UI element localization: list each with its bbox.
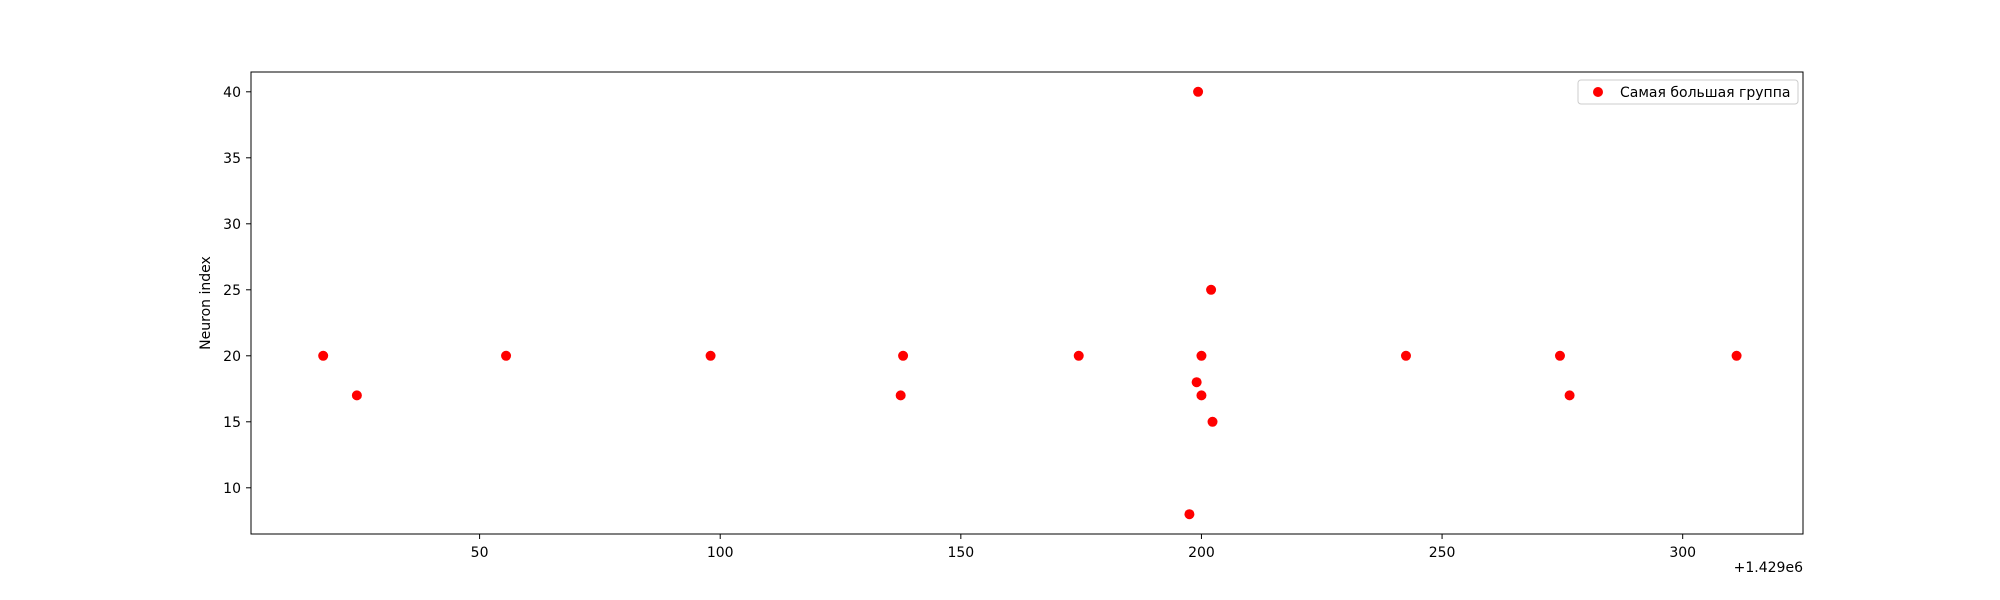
y-tick-label: 15 <box>223 415 241 431</box>
x-tick-label: 250 <box>1429 545 1456 561</box>
data-point <box>1564 390 1575 401</box>
x-tick-label: 150 <box>947 545 974 561</box>
data-point <box>1206 284 1217 295</box>
legend: Самая большая группа <box>1577 79 1799 105</box>
x-axis-ticks: 50 100 150 200 250 300 <box>471 534 1696 561</box>
y-axis-label: Neuron index <box>198 256 214 350</box>
data-point <box>1193 86 1204 97</box>
data-point <box>705 350 716 361</box>
x-tick-label: 200 <box>1188 545 1215 561</box>
y-axis-ticks: 10 15 20 25 30 35 40 <box>223 85 251 497</box>
data-point <box>1073 350 1084 361</box>
legend-box <box>1577 79 1799 105</box>
y-tick-label: 10 <box>223 481 241 497</box>
legend-label: Самая большая группа <box>1620 85 1790 101</box>
data-point <box>1196 350 1207 361</box>
y-tick-label: 25 <box>223 283 241 299</box>
data-points <box>318 86 1742 520</box>
x-tick-label: 50 <box>471 545 489 561</box>
y-tick-label: 30 <box>223 217 241 233</box>
data-point <box>1731 350 1742 361</box>
data-point <box>1196 390 1207 401</box>
x-axis-offset-label: +1.429e6 <box>1734 560 1803 576</box>
data-point <box>1191 377 1202 388</box>
x-tick-label: 300 <box>1669 545 1696 561</box>
data-point <box>1184 509 1195 520</box>
data-point <box>1207 416 1218 427</box>
data-point <box>898 350 909 361</box>
legend-marker <box>1593 87 1603 97</box>
data-point <box>895 390 906 401</box>
data-point <box>501 350 512 361</box>
data-point <box>1554 350 1565 361</box>
data-point <box>318 350 329 361</box>
data-point <box>351 390 362 401</box>
data-point <box>1400 350 1411 361</box>
y-tick-label: 20 <box>223 349 241 365</box>
x-tick-label: 100 <box>707 545 734 561</box>
y-tick-label: 40 <box>223 85 241 101</box>
y-tick-label: 35 <box>223 151 241 167</box>
plot-frame <box>250 71 1804 535</box>
